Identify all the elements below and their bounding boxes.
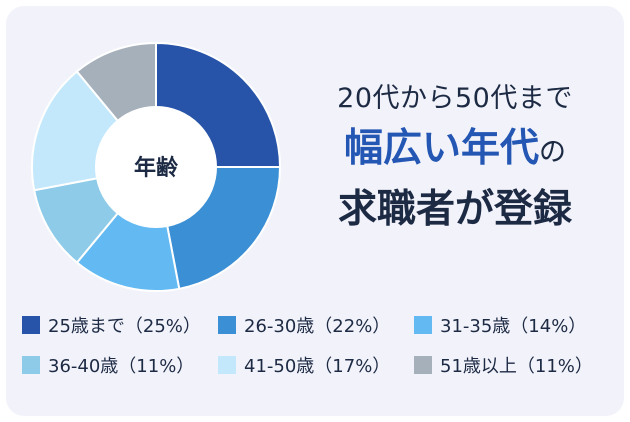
legend-item-3: 36-40歳（11%） [22, 352, 218, 378]
chart-legend: 25歳まで（25%） 26-30歳（22%） 31-35歳（14%） 36-40歳（1… [22, 312, 602, 378]
headline-line2: 幅広い年代の [300, 120, 610, 182]
legend-swatch-4 [218, 356, 236, 374]
headline-accent: 幅広い年代 [343, 126, 539, 171]
legend-label-0: 25歳まで（25%） [48, 316, 201, 337]
legend-item-4: 41-50歳（17%） [218, 352, 414, 378]
legend-item-0: 25歳まで（25%） [22, 312, 218, 338]
age-donut-chart: 年齢 [31, 41, 282, 292]
legend-item-5: 51歳以上（11%） [414, 352, 602, 378]
legend-swatch-0 [22, 316, 40, 334]
legend-label-5: 51歳以上（11%） [440, 356, 593, 377]
donut-hole [95, 106, 217, 228]
legend-swatch-3 [22, 356, 40, 374]
legend-label-3: 36-40歳（11%） [48, 356, 195, 377]
legend-swatch-2 [414, 316, 432, 334]
legend-swatch-1 [218, 316, 236, 334]
legend-swatch-5 [414, 356, 432, 374]
headline: 20代から50代まで 幅広い年代の 求職者が登録 [300, 80, 610, 238]
legend-item-1: 26-30歳（22%） [218, 312, 414, 338]
legend-item-2: 31-35歳（14%） [414, 312, 602, 338]
donut-center-label: 年齢 [134, 155, 179, 181]
legend-label-2: 31-35歳（14%） [440, 316, 587, 337]
legend-label-4: 41-50歳（17%） [244, 356, 391, 377]
legend-label-1: 26-30歳（22%） [244, 316, 391, 337]
headline-line1: 20代から50代まで [337, 83, 573, 114]
headline-suffix: の [539, 137, 566, 168]
headline-line3: 求職者が登録 [337, 187, 572, 232]
